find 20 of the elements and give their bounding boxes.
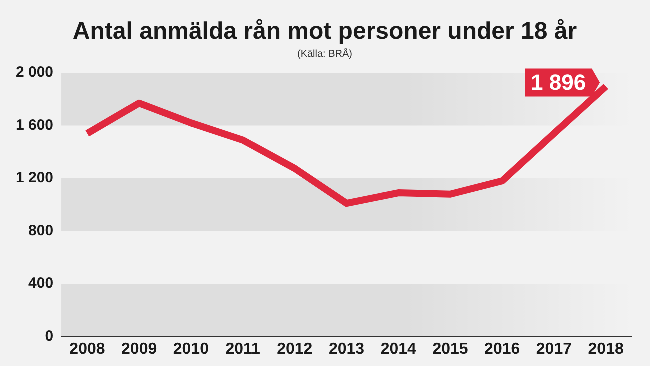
x-tick-label: 2014 xyxy=(380,340,417,358)
x-tick-label: 2015 xyxy=(432,340,468,358)
y-tick-label: 800 xyxy=(28,222,54,240)
x-tick-label: 2013 xyxy=(328,340,365,358)
y-tick-label: 0 xyxy=(45,328,54,345)
x-tick-label: 2016 xyxy=(484,340,520,358)
x-tick-label: 2018 xyxy=(588,340,624,358)
x-tick-label: 2009 xyxy=(122,340,158,358)
x-tick-label: 2010 xyxy=(173,340,210,358)
y-tick-label: 2 000 xyxy=(16,64,54,82)
data-label: 1 896 xyxy=(531,70,586,95)
x-tick-label: 2017 xyxy=(536,340,572,358)
y-tick-label: 400 xyxy=(28,275,54,292)
text: (Källa: BRÅ) xyxy=(296,49,354,60)
x-tick-label: 2008 xyxy=(70,340,106,358)
x-tick-label: 2012 xyxy=(277,340,313,358)
x-tick-label: 2011 xyxy=(226,340,260,358)
chart-title: Antal anmälda rån mot personer under 18 år xyxy=(72,18,578,46)
y-tick-label: 1 600 xyxy=(16,116,54,134)
y-tick-label: 1 200 xyxy=(16,170,54,187)
